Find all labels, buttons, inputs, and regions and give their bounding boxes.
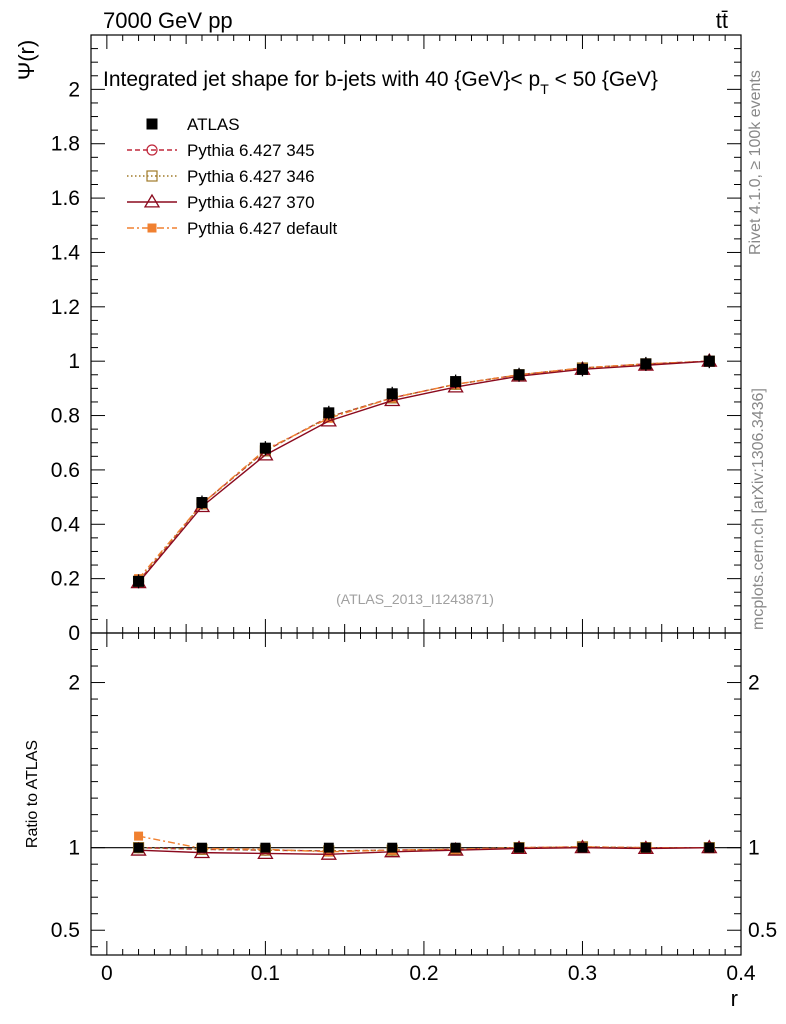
- main-series: [130, 352, 718, 589]
- y-tick-label: 1: [68, 350, 80, 373]
- legend-marker-pythia-6-427-default: [147, 223, 157, 233]
- legend-marker-pythia-6-427-370: [143, 193, 161, 208]
- ratio-point-atlas: [577, 842, 588, 853]
- plot-title-suffix: < 50 {GeV}: [549, 68, 658, 91]
- legend-marker-atlas: [146, 118, 158, 130]
- y-tick-label: 1.2: [51, 296, 80, 319]
- legend-label-atlas: ATLAS: [187, 115, 240, 134]
- ratio-y-tick-label-right: 0.5: [748, 919, 777, 942]
- energy-label: 7000 GeV pp: [103, 8, 233, 33]
- x-tick-label: 0.2: [409, 962, 438, 985]
- mcplots-credit-text: mcplots.cern.ch [arXiv:1306.3436]: [750, 388, 767, 630]
- x-tick-label: 0.3: [568, 962, 597, 985]
- series-line-pythia-6-427-default: [138, 360, 710, 580]
- y-tick-label: 1.4: [51, 241, 81, 264]
- ratio-point-pythia-6-427-default: [134, 831, 144, 841]
- y-tick-label: 0: [68, 622, 80, 645]
- y-axis-label: Ψ(r): [14, 40, 39, 80]
- ratio-point-atlas: [323, 842, 334, 853]
- ratio-y-tick-label: 0.5: [51, 919, 80, 942]
- ratio-point-atlas: [450, 842, 461, 853]
- y-tick-label: 0.8: [51, 405, 80, 428]
- ratio-point-atlas: [260, 842, 271, 853]
- ratio-point-atlas: [514, 842, 524, 853]
- ratio-point-atlas: [704, 842, 715, 853]
- ratio-point-atlas: [640, 842, 651, 853]
- ratio-axis-ticks: 0 0.1 0.2 0.3 0.4 0.5 0.5 1 1 2 2: [51, 632, 777, 985]
- ratio-y-tick-label: 2: [68, 672, 80, 695]
- plot-title-subscript: T: [540, 81, 549, 97]
- ratio-y-tick-label-right: 1: [748, 837, 760, 860]
- legend-marker-pythia-6-427-346: [146, 170, 158, 182]
- legend-label-pythia-6-427-default: Pythia 6.427 default: [187, 219, 338, 238]
- plot-title: Integrated jet shape for b-jets with 40 …: [103, 68, 658, 97]
- legend-marker-pythia-6-427-345: [146, 144, 158, 156]
- y-tick-label: 0.4: [51, 513, 81, 536]
- process-label: tt̄: [716, 8, 728, 33]
- legend-label-pythia-6-427-370: Pythia 6.427 370: [187, 193, 315, 212]
- ratio-y-tick-label: 1: [68, 837, 80, 860]
- x-tick-label: 0.1: [251, 962, 280, 985]
- data-point-pythia-6-427-370: [320, 412, 337, 427]
- main-axis-ticks: 0 0.2 0.4 0.6 0.8 1 1.2 1.4 1.6 1.8 2: [51, 34, 742, 645]
- ratio-series: [130, 831, 718, 860]
- x-axis-label: r: [731, 986, 738, 1011]
- data-point-pythia-6-427-370: [384, 392, 401, 407]
- ratio-point-pythia-6-427-370: [320, 845, 337, 860]
- analysis-id: (ATLAS_2013_I1243871): [336, 591, 494, 607]
- ratio-point-atlas: [387, 842, 398, 853]
- series-line-pythia-6-427-370: [138, 360, 710, 584]
- legend: ATLAS Pythia 6.427 345 Pythia 6.427 346 Pyt…: [127, 115, 338, 238]
- plot-title-main: Integrated jet shape for b-jets with 40 …: [103, 68, 540, 91]
- ratio-y-axis-label: Ratio to ATLAS: [24, 740, 41, 848]
- y-tick-label: 0.6: [51, 459, 80, 482]
- rivet-version-text: Rivet 4.1.0, ≥ 100k events: [747, 70, 764, 255]
- legend-label-pythia-6-427-346: Pythia 6.427 346: [187, 167, 315, 186]
- ratio-plot-frame: [90, 632, 742, 956]
- x-tick-label: 0: [101, 962, 113, 985]
- ratio-point-atlas: [197, 842, 207, 853]
- legend-label-pythia-6-427-345: Pythia 6.427 345: [187, 141, 315, 160]
- y-tick-label: 2: [68, 78, 80, 101]
- x-tick-label: 0.4: [726, 962, 756, 985]
- ratio-point-atlas: [133, 842, 144, 853]
- ratio-line-pythia-6-427-default: [138, 835, 710, 853]
- ratio-line-pythia-6-427-370: [138, 846, 710, 855]
- ratio-y-tick-label-right: 2: [748, 672, 760, 695]
- y-tick-label: 1.8: [51, 133, 80, 156]
- data-point-pythia-6-427-370: [257, 446, 274, 461]
- y-tick-label: 1.6: [51, 187, 80, 210]
- y-tick-label: 0.2: [51, 568, 80, 591]
